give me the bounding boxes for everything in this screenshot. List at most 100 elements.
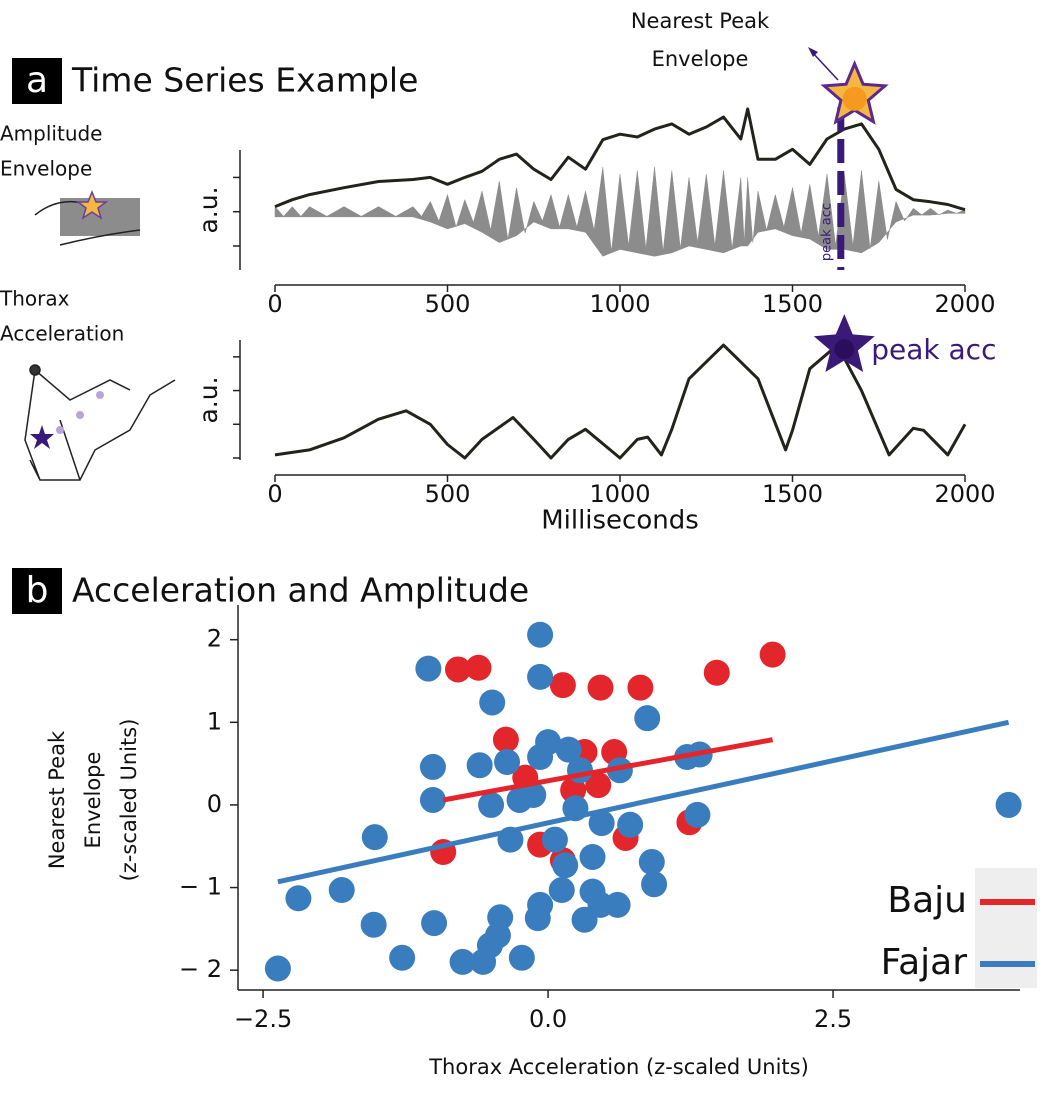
x-tick-label: 500 [425,480,471,508]
point [617,811,644,838]
point [604,891,631,918]
x-tick-label: 1500 [762,290,823,318]
x-tick-label: 1000 [589,290,650,318]
point [478,791,505,818]
point [684,801,711,828]
y-axis-label: a.u. [194,376,223,423]
y-tick-label: 0 [207,790,222,818]
point [535,729,562,756]
x-axis-label: Milliseconds [541,506,699,536]
point [579,843,606,870]
waveform [274,167,966,257]
annotation: Envelope [652,47,749,71]
panel-label-box [12,568,62,614]
point [328,877,355,904]
point [419,786,446,813]
point [527,663,554,690]
fit-line [442,737,774,803]
point [524,905,551,932]
point [466,752,493,779]
envelope-icon [34,189,141,246]
peak-line-label: peak acc [819,203,834,261]
x-tick-label: 500 [425,290,471,318]
point [449,948,476,975]
point [520,782,547,809]
point [555,736,582,763]
y-axis-label: Envelope [81,752,105,849]
point [527,621,554,648]
point [360,911,387,938]
panel-label: a [26,60,48,101]
y-axis-label: Nearest Peak [45,730,69,869]
monkey-icon [24,364,176,481]
y-tick-label: − 1 [179,873,222,901]
side-label: Thorax [0,287,70,311]
point [389,944,416,971]
panel-label-box [12,58,62,104]
point [494,748,521,775]
point [606,757,633,784]
point [419,753,446,780]
point [541,826,568,853]
point [445,656,472,683]
legend-label: Baju [887,880,967,921]
x-tick-label: 2000 [934,290,995,318]
side-label: Amplitude [0,122,103,146]
panel-title: Acceleration and Amplitude [72,571,529,610]
x-tick-label: 2000 [934,480,995,508]
x-tick-label: −2.5 [234,1005,292,1033]
x-tick-label: 1000 [589,480,650,508]
y-tick-label: 2 [207,625,222,653]
point [638,848,665,875]
arrow-head [808,47,818,57]
point [587,674,614,701]
point [703,659,730,686]
point [285,885,312,912]
point [634,705,661,732]
y-axis-label: (z-scaled Units) [117,719,141,882]
point [465,654,492,681]
signal-line [274,107,966,212]
point [415,655,442,682]
x-tick-label: 0.0 [529,1005,567,1033]
annotation-arrow [811,51,839,81]
point [588,810,615,837]
annotation: Nearest Peak [631,9,770,33]
peak-dot [834,339,855,360]
point [759,641,786,668]
point [571,906,598,933]
legend-box [975,868,1037,988]
x-tick-label: 1500 [762,480,823,508]
point [549,672,576,699]
point [585,772,612,799]
point [548,877,575,904]
signal-line [274,343,967,460]
point [552,852,579,879]
point [479,689,506,716]
point [566,757,593,784]
peak-dot [842,86,867,111]
x-axis-label: Thorax Acceleration (z-scaled Units) [428,1055,809,1079]
y-tick-label: 1 [207,707,222,735]
point [361,824,388,851]
side-label: Envelope [0,157,92,181]
point [492,726,519,753]
peak-label: peak acc [871,333,996,366]
panel-title: Time Series Example [71,61,418,100]
point [470,948,497,975]
x-tick-label: 0 [267,290,282,318]
point [627,674,654,701]
y-tick-label: − 2 [179,955,222,983]
point [641,871,668,898]
x-tick-label: 0 [267,480,282,508]
legend-label: Fajar [881,942,968,983]
point [264,955,291,982]
panel-label: b [26,570,49,611]
fit-line [277,719,1010,885]
side-label: Acceleration [0,322,124,346]
x-tick-label: 2.5 [814,1005,852,1033]
point [421,910,448,937]
point [995,791,1022,818]
point [508,944,535,971]
